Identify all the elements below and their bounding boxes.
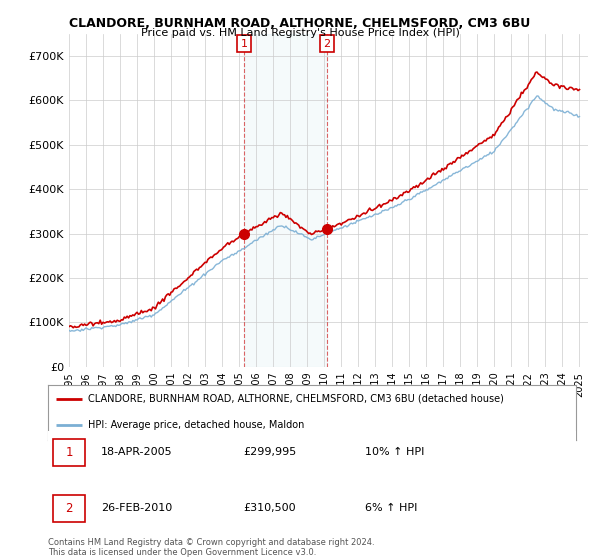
- Text: 6% ↑ HPI: 6% ↑ HPI: [365, 503, 417, 513]
- Text: 10% ↑ HPI: 10% ↑ HPI: [365, 447, 424, 457]
- Text: Price paid vs. HM Land Registry's House Price Index (HPI): Price paid vs. HM Land Registry's House …: [140, 28, 460, 38]
- Text: CLANDORE, BURNHAM ROAD, ALTHORNE, CHELMSFORD, CM3 6BU (detached house): CLANDORE, BURNHAM ROAD, ALTHORNE, CHELMS…: [88, 394, 503, 404]
- Text: 2: 2: [323, 39, 331, 49]
- Text: 1: 1: [65, 446, 73, 459]
- Text: 18-APR-2005: 18-APR-2005: [101, 447, 172, 457]
- Text: 1: 1: [241, 39, 248, 49]
- Text: CLANDORE, BURNHAM ROAD, ALTHORNE, CHELMSFORD, CM3 6BU: CLANDORE, BURNHAM ROAD, ALTHORNE, CHELMS…: [70, 17, 530, 30]
- Text: 26-FEB-2010: 26-FEB-2010: [101, 503, 172, 513]
- FancyBboxPatch shape: [53, 439, 85, 466]
- Bar: [244, 34, 327, 367]
- FancyBboxPatch shape: [53, 495, 85, 522]
- Text: 2: 2: [65, 502, 73, 515]
- Text: HPI: Average price, detached house, Maldon: HPI: Average price, detached house, Mald…: [88, 421, 304, 430]
- Text: £299,995: £299,995: [244, 447, 296, 457]
- Text: Contains HM Land Registry data © Crown copyright and database right 2024.
This d: Contains HM Land Registry data © Crown c…: [48, 538, 374, 557]
- Text: £310,500: £310,500: [244, 503, 296, 513]
